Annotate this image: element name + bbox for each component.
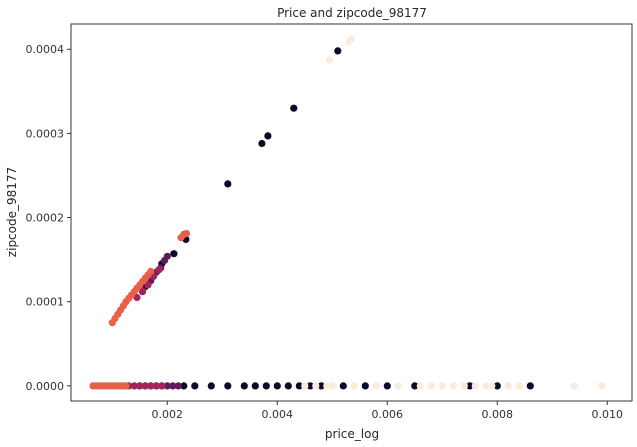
data-point: [482, 382, 490, 390]
y-axis-label: zipcode_98177: [5, 167, 19, 257]
data-point: [264, 132, 272, 140]
data-point: [155, 266, 163, 274]
data-point: [339, 382, 347, 390]
x-tick-label: 0.002: [152, 408, 184, 421]
data-point: [438, 382, 446, 390]
data-point: [240, 382, 248, 390]
data-point: [350, 382, 358, 390]
y-tick-label: 0.0002: [26, 212, 65, 225]
data-point: [466, 382, 474, 390]
data-point: [488, 382, 496, 390]
data-point: [170, 250, 178, 258]
x-tick-label: 0.008: [482, 408, 514, 421]
data-point: [163, 252, 171, 260]
data-point: [504, 382, 512, 390]
data-point: [328, 382, 336, 390]
data-point: [515, 382, 523, 390]
data-point: [133, 293, 141, 302]
data-point: [152, 382, 160, 390]
data-point: [427, 382, 435, 390]
y-tick-label: 0.0003: [26, 127, 65, 140]
data-point: [130, 382, 138, 390]
data-point: [169, 382, 177, 390]
data-point: [290, 104, 298, 112]
x-tick-label: 0.004: [262, 408, 294, 421]
data-point: [180, 382, 188, 390]
data-point: [598, 382, 606, 390]
data-point: [141, 382, 149, 390]
y-tick-label: 0.0001: [26, 296, 65, 309]
data-point: [493, 382, 501, 390]
data-point: [122, 382, 130, 390]
data-point: [334, 47, 342, 55]
data-point: [383, 382, 391, 390]
data-point: [526, 382, 534, 390]
data-point: [306, 382, 314, 390]
data-point: [361, 382, 369, 390]
x-tick-label: 0.006: [372, 408, 404, 421]
data-point: [394, 382, 402, 390]
data-point: [325, 56, 334, 64]
data-point: [284, 382, 292, 390]
data-point: [273, 382, 281, 390]
data-point: [251, 382, 259, 390]
data-point: [411, 382, 419, 390]
axis-ticks: 0.002 0.004 0.006 0.008 0.010 0.0000 0.0001 0.0…: [26, 43, 624, 421]
data-point: [416, 382, 424, 390]
data-point: [471, 382, 479, 390]
chart-title: Price and zipcode_98177: [277, 6, 427, 20]
plot-frame: [70, 23, 633, 402]
y-tick-label: 0.0000: [26, 380, 65, 393]
data-point: [136, 382, 144, 390]
data-point: [191, 382, 199, 390]
data-point: [207, 382, 215, 390]
data-point: [295, 382, 303, 390]
data-point: [372, 382, 380, 390]
data-point: [347, 35, 356, 43]
x-tick-label: 0.010: [592, 408, 624, 421]
data-point: [258, 139, 266, 148]
data-point: [158, 382, 166, 390]
data-point: [570, 382, 578, 390]
data-point: [449, 382, 457, 390]
data-point: [262, 382, 270, 390]
data-point: [144, 281, 152, 289]
data-point: [163, 382, 171, 390]
data-point: [138, 287, 147, 295]
x-axis-label: price_log: [325, 427, 379, 441]
data-point: [224, 180, 232, 188]
data-point: [224, 382, 232, 390]
data-point: [460, 382, 468, 390]
data-point: [147, 382, 155, 390]
data-point: [317, 382, 325, 390]
data-point: [174, 382, 182, 390]
data-point: [182, 229, 191, 238]
data-point: [301, 382, 309, 390]
data-point: [147, 267, 155, 275]
plot-marks: [89, 35, 606, 390]
data-point: [323, 382, 331, 390]
data-point: [312, 382, 320, 390]
y-tick-label: 0.0004: [26, 43, 65, 56]
